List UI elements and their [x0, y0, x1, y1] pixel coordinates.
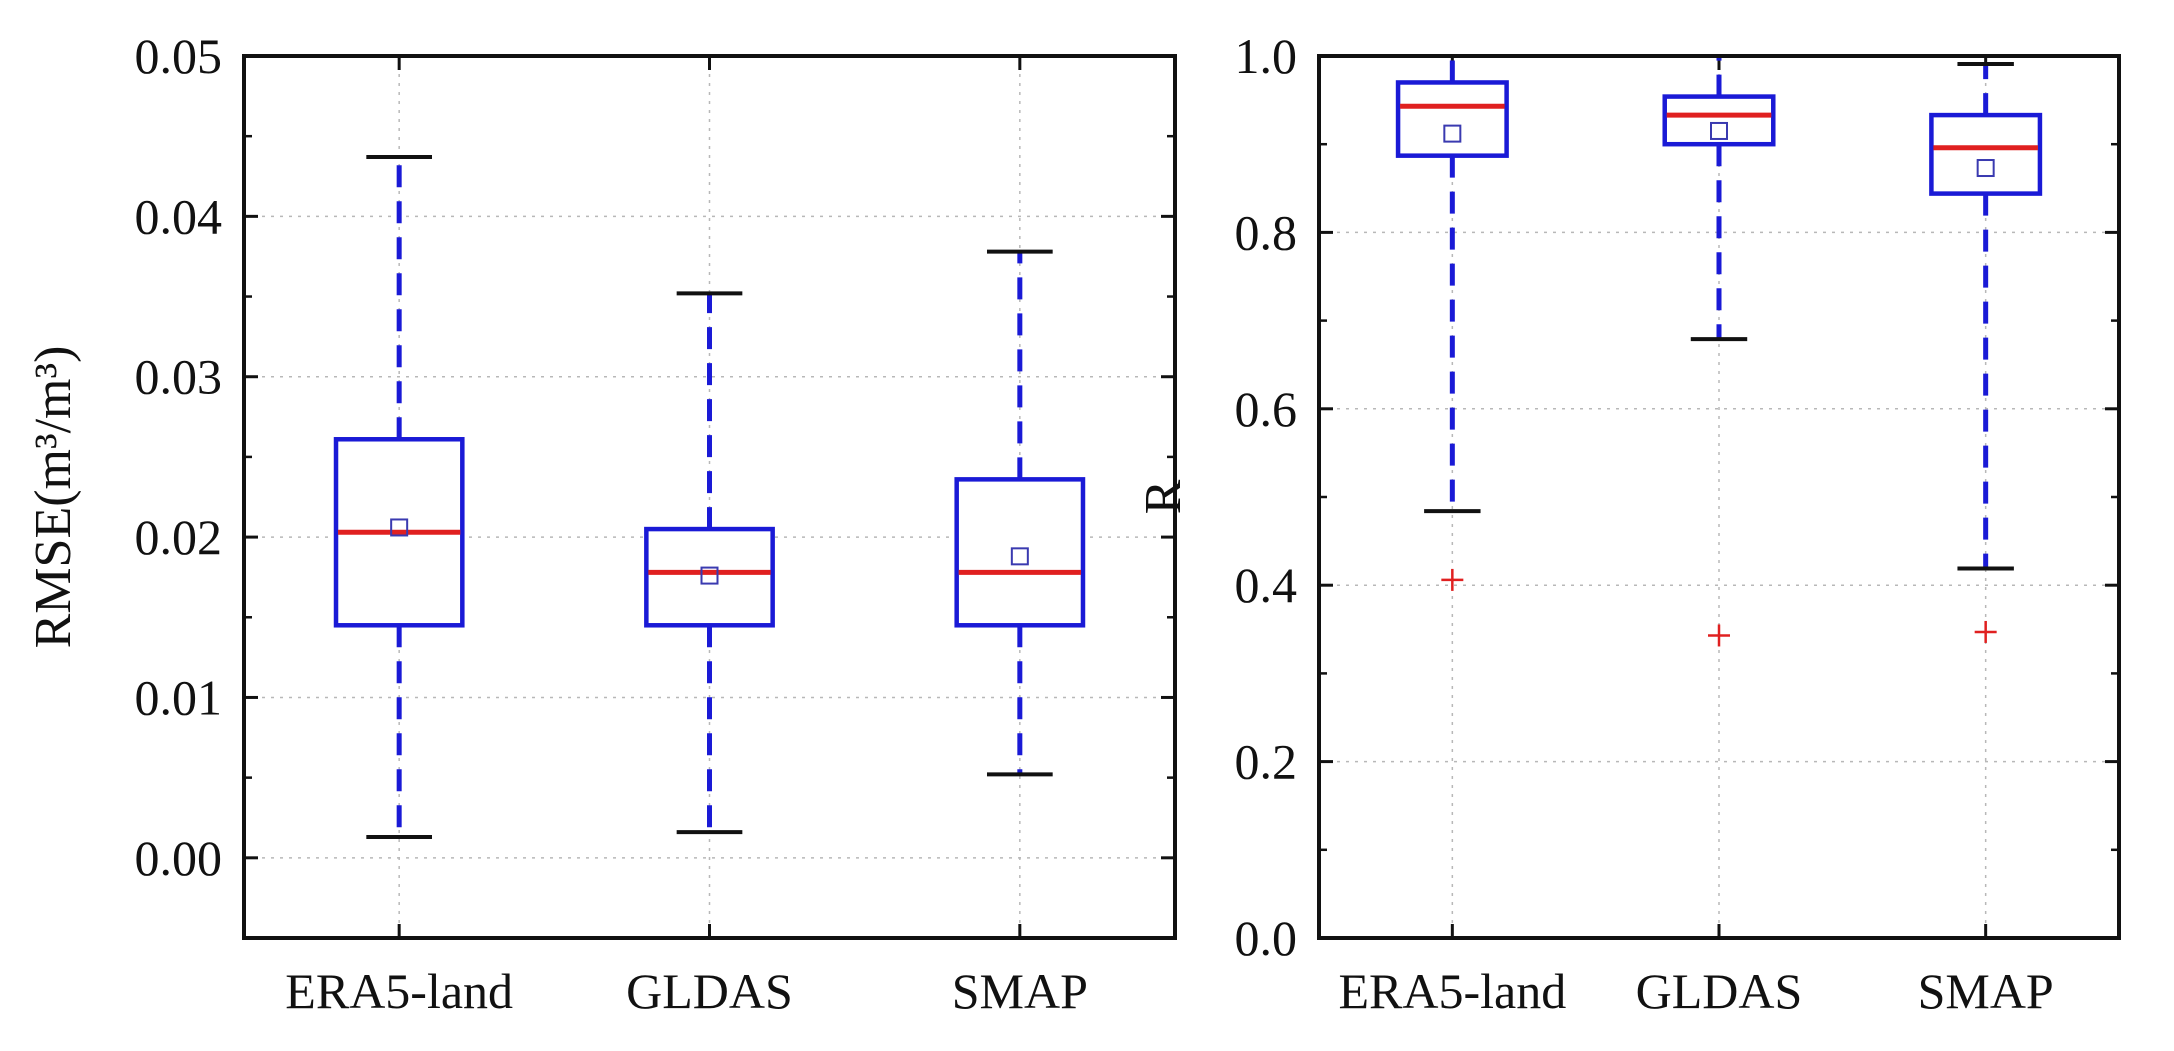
- y-tick-label: 0.01: [135, 669, 223, 725]
- r-boxplot-panel: 0.0 0.2 0.4 0.6 0.8 1.0 ERA5-land GLDAS SMAP R: [1135, 28, 2121, 1019]
- plot-frame: [242, 54, 1177, 940]
- y-tick-label: 0.4: [1235, 557, 1298, 613]
- y-tick-label: 0.2: [1235, 734, 1298, 790]
- iqr-box: [954, 477, 1086, 628]
- y-tick-label: 0.02: [135, 509, 223, 565]
- mean-marker: [700, 566, 719, 585]
- mean-marker: [390, 518, 409, 537]
- y-tick-label: 0.8: [1235, 204, 1298, 260]
- rmse-boxplot-panel: 0.00 0.01 0.02 0.03 0.04 0.05 ERA5-land GLDAS SM…: [25, 28, 1177, 1019]
- y-axis-label: R: [1135, 479, 1192, 514]
- iqr-box: [644, 526, 775, 628]
- y-tick-label: 1.0: [1235, 28, 1298, 84]
- iqr-box: [1929, 112, 2043, 196]
- mean-marker: [1443, 124, 1462, 143]
- y-tick-label: 0.03: [135, 349, 223, 405]
- x-tick-label: SMAP: [1918, 963, 2054, 1019]
- mean-marker: [1710, 121, 1728, 140]
- mean-marker: [1010, 547, 1029, 566]
- outlier-point: [1974, 620, 1997, 643]
- plot-frame: [1317, 54, 2121, 940]
- y-tick-label: 0.0: [1235, 910, 1298, 966]
- iqr-box: [1395, 80, 1509, 158]
- y-tick-label: 0.04: [135, 188, 223, 244]
- mean-marker: [1976, 159, 1995, 178]
- y-axis-label: RMSE(m³/m³): [25, 346, 82, 649]
- y-tick-label: 0.05: [135, 28, 223, 84]
- iqr-box: [1662, 94, 1776, 147]
- x-tick-label: SMAP: [952, 963, 1088, 1019]
- outlier-point: [1441, 568, 1464, 591]
- x-tick-label: GLDAS: [1636, 963, 1803, 1019]
- x-tick-label: GLDAS: [626, 963, 793, 1019]
- y-tick-label: 0.00: [135, 830, 223, 886]
- x-tick-label: ERA5-land: [285, 963, 513, 1019]
- y-tick-label: 0.6: [1235, 381, 1298, 437]
- x-tick-label: ERA5-land: [1338, 963, 1566, 1019]
- outlier-point: [1708, 624, 1730, 647]
